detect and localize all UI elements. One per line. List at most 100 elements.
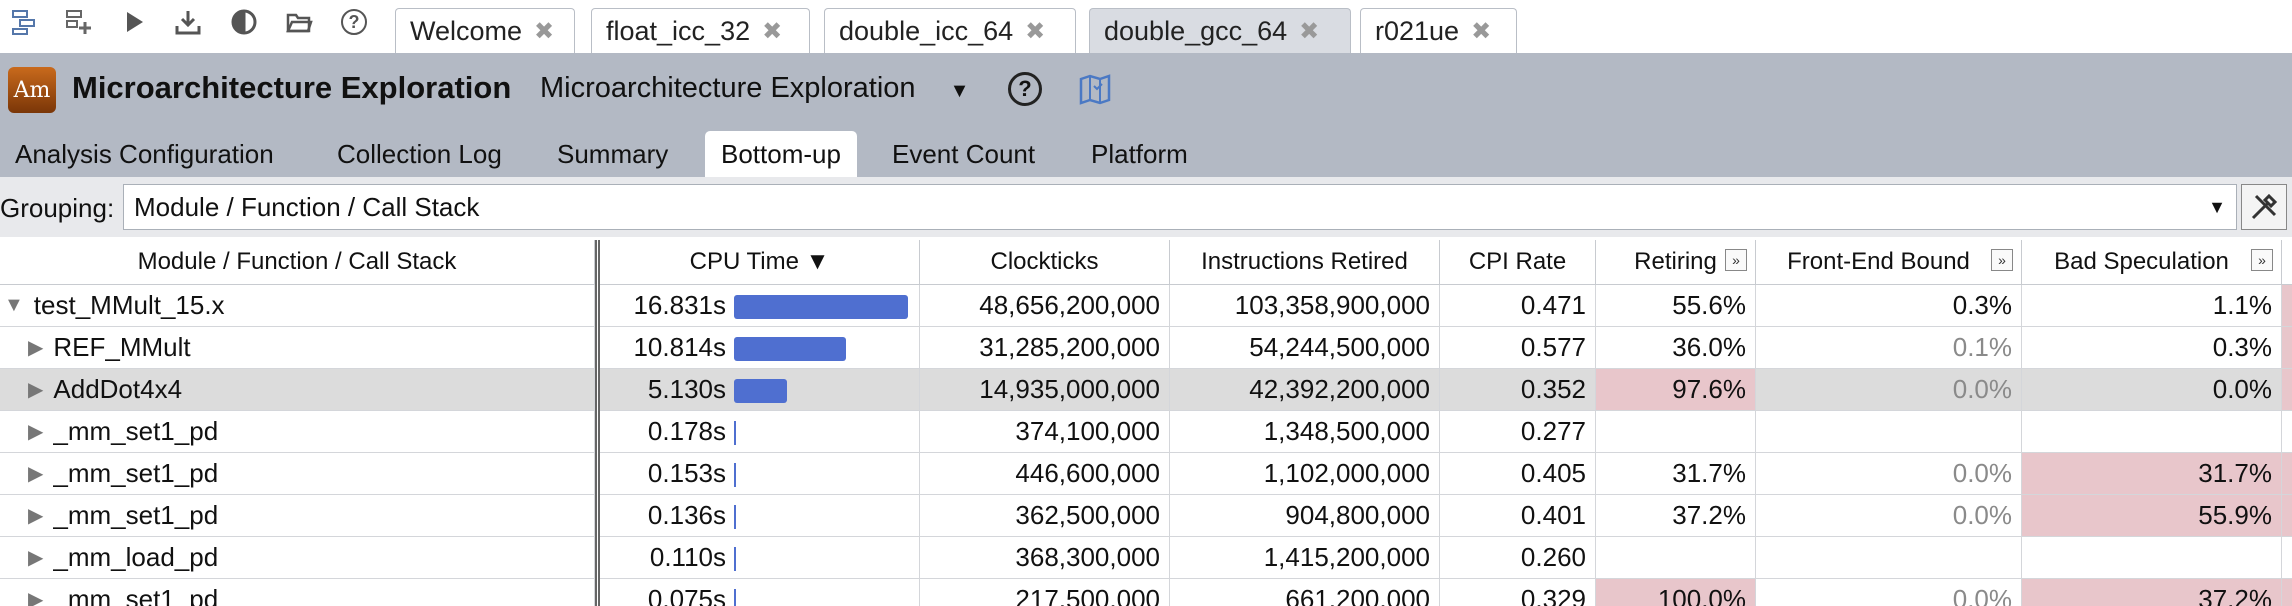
column-header-front-end-bound[interactable]: Front-End Bound » xyxy=(1756,240,2022,285)
column-header-instructions-retired[interactable]: Instructions Retired xyxy=(1170,240,1440,285)
tab-r021ue[interactable]: r021ue ✖ xyxy=(1360,8,1517,53)
cpu-time-value: 0.110s xyxy=(649,542,726,572)
retiring-cell xyxy=(1596,411,1756,452)
tab-label: float_icc_32 xyxy=(606,15,751,46)
column-header-cpu-time[interactable]: CPU Time ▼ xyxy=(600,240,920,285)
help-icon[interactable]: ? xyxy=(338,6,370,38)
table-row[interactable]: ▼ test_MMult_15.x 16.831s 48,656,200,000… xyxy=(0,285,2292,327)
expand-column-icon[interactable]: » xyxy=(2251,249,2273,271)
expand-right-icon[interactable]: ▶ xyxy=(28,463,44,485)
retiring-cell xyxy=(1596,537,1756,578)
expand-right-icon[interactable]: ▶ xyxy=(28,505,44,527)
row-name-cell[interactable]: ▶ AddDot4x4 xyxy=(0,369,595,410)
page-title: Microarchitecture Exploration xyxy=(72,70,512,105)
clockticks-cell: 14,935,000,000 xyxy=(920,369,1170,410)
clockticks-cell: 374,100,000 xyxy=(920,411,1170,452)
table-row[interactable]: ▶ _mm_load_pd 0.110s 368,300,000 1,415,2… xyxy=(0,537,2292,579)
table-row[interactable]: ▶ _mm_set1_pd 0.075s 217,500,000 661,200… xyxy=(0,579,2292,606)
expand-down-icon[interactable]: ▼ xyxy=(4,294,24,316)
cpu-time-bar xyxy=(734,589,736,606)
row-name-cell[interactable]: ▶ _mm_load_pd xyxy=(0,537,595,578)
column-header-bad-speculation[interactable]: Bad Speculation » xyxy=(2022,240,2282,285)
instructions-retired-cell: 103,358,900,000 xyxy=(1170,285,1440,326)
hierarchy-icon[interactable] xyxy=(8,6,40,38)
row-name-cell[interactable]: ▼ test_MMult_15.x xyxy=(0,285,595,326)
column-header-cpi-rate[interactable]: CPI Rate xyxy=(1440,240,1596,285)
cpi-rate-cell: 0.405 xyxy=(1440,453,1596,494)
row-name-cell[interactable]: ▶ _mm_set1_pd xyxy=(0,579,595,606)
column-header-retiring[interactable]: Retiring » xyxy=(1596,240,1756,285)
front-end-bound-cell: 0.0% xyxy=(1756,579,2022,606)
column-header-clockticks[interactable]: Clockticks xyxy=(920,240,1170,285)
chevron-down-icon[interactable]: ▼ xyxy=(2208,196,2226,217)
expand-right-icon[interactable]: ▶ xyxy=(28,379,44,401)
function-name: _mm_set1_pd xyxy=(53,416,219,446)
chevron-down-icon[interactable]: ▼ xyxy=(949,80,970,102)
tab-double-icc-64[interactable]: double_icc_64 ✖ xyxy=(824,8,1076,53)
analysis-type-selector[interactable]: Microarchitecture Exploration ▼ xyxy=(540,72,969,105)
row-name-cell[interactable]: ▶ _mm_set1_pd xyxy=(0,411,595,452)
column-header-name[interactable]: Module / Function / Call Stack xyxy=(0,240,595,285)
tab-collection-log[interactable]: Collection Log xyxy=(337,138,502,169)
expand-right-icon[interactable]: ▶ xyxy=(28,421,44,443)
documentation-icon[interactable] xyxy=(1078,74,1112,113)
expand-column-icon[interactable]: » xyxy=(1725,249,1747,271)
tab-bottom-up[interactable]: Bottom-up xyxy=(705,131,857,177)
run-icon[interactable] xyxy=(118,6,150,38)
instructions-retired-cell: 904,800,000 xyxy=(1170,495,1440,536)
open-folder-icon[interactable] xyxy=(283,6,315,38)
bad-speculation-cell xyxy=(2022,537,2282,578)
expand-column-icon[interactable]: » xyxy=(1991,249,2013,271)
front-end-bound-cell: 0.0% xyxy=(1756,369,2022,410)
row-name-cell[interactable]: ▶ _mm_set1_pd xyxy=(0,453,595,494)
grouping-select[interactable]: Module / Function / Call Stack ▼ xyxy=(123,184,2237,230)
cpu-time-value: 5.130s xyxy=(647,374,726,404)
download-icon[interactable] xyxy=(172,6,204,38)
tab-summary[interactable]: Summary xyxy=(557,138,669,169)
overflow-cell xyxy=(2282,411,2292,452)
tab-label: double_icc_64 xyxy=(839,15,1014,46)
cpu-time-cell: 0.136s xyxy=(600,495,920,536)
help-icon[interactable]: ? xyxy=(1008,72,1042,106)
cpu-time-cell: 10.814s xyxy=(600,327,920,368)
instructions-retired-cell: 1,102,000,000 xyxy=(1170,453,1440,494)
table-row[interactable]: ▶ _mm_set1_pd 0.136s 362,500,000 904,800… xyxy=(0,495,2292,537)
cpu-time-bar xyxy=(734,505,736,529)
close-icon[interactable]: ✖ xyxy=(1299,17,1320,45)
row-name-cell[interactable]: ▶ _mm_set1_pd xyxy=(0,495,595,536)
grid-settings-button[interactable] xyxy=(2241,184,2287,230)
tab-welcome[interactable]: Welcome ✖ xyxy=(395,8,575,53)
expand-right-icon[interactable]: ▶ xyxy=(28,337,44,359)
expand-right-icon[interactable]: ▶ xyxy=(28,547,44,569)
tab-platform[interactable]: Platform xyxy=(1091,138,1188,169)
table-row[interactable]: ▶ AddDot4x4 5.130s 14,935,000,000 42,392… xyxy=(0,369,2292,411)
overflow-cell xyxy=(2282,579,2292,606)
tab-label: double_gcc_64 xyxy=(1104,15,1288,46)
cpi-rate-cell: 0.329 xyxy=(1440,579,1596,606)
tab-float-icc-32[interactable]: float_icc_32 ✖ xyxy=(591,8,810,53)
tab-analysis-configuration[interactable]: Analysis Configuration xyxy=(15,138,274,169)
close-icon[interactable]: ✖ xyxy=(1471,17,1492,45)
cpu-time-value: 0.178s xyxy=(647,416,726,446)
compare-icon[interactable] xyxy=(228,6,260,38)
table-row[interactable]: ▶ _mm_set1_pd 0.178s 374,100,000 1,348,5… xyxy=(0,411,2292,453)
tab-event-count[interactable]: Event Count xyxy=(892,138,1036,169)
pane-splitter[interactable] xyxy=(595,240,600,606)
tab-double-gcc-64[interactable]: double_gcc_64 ✖ xyxy=(1089,8,1351,53)
analysis-header xyxy=(0,53,2292,177)
help-glyph: ? xyxy=(341,9,367,35)
clockticks-cell: 217,500,000 xyxy=(920,579,1170,606)
add-project-icon[interactable] xyxy=(62,6,94,38)
cpu-time-bar xyxy=(734,295,908,319)
expand-right-icon[interactable]: ▶ xyxy=(28,589,44,606)
table-row[interactable]: ▶ _mm_set1_pd 0.153s 446,600,000 1,102,0… xyxy=(0,453,2292,495)
function-name: _mm_set1_pd xyxy=(53,458,219,488)
table-row[interactable]: ▶ REF_MMult 10.814s 31,285,200,000 54,24… xyxy=(0,327,2292,369)
cpu-time-bar xyxy=(734,337,846,361)
close-icon[interactable]: ✖ xyxy=(1025,17,1046,45)
retiring-cell: 37.2% xyxy=(1596,495,1756,536)
cpu-time-cell: 5.130s xyxy=(600,369,920,410)
close-icon[interactable]: ✖ xyxy=(762,17,783,45)
close-icon[interactable]: ✖ xyxy=(534,17,555,45)
row-name-cell[interactable]: ▶ REF_MMult xyxy=(0,327,595,368)
